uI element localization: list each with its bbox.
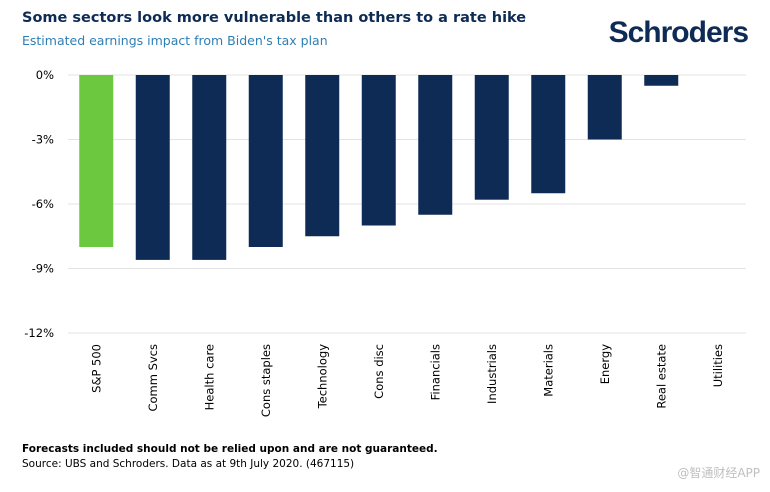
bar: [531, 75, 566, 194]
bar: [79, 75, 114, 247]
y-tick-label: -9%: [32, 262, 54, 276]
bar: [644, 75, 679, 86]
x-tick-label: Cons disc: [372, 344, 386, 399]
bar: [361, 75, 396, 226]
footnote: Forecasts included should not be relied …: [22, 443, 438, 455]
x-tick-label: Comm Svcs: [146, 344, 160, 412]
bar: [418, 75, 453, 215]
x-tick-label: Technology: [315, 344, 329, 410]
bar: [474, 75, 509, 200]
x-tick-label: Financials: [428, 344, 442, 400]
y-tick-label: -6%: [32, 197, 54, 211]
chart-title: Some sectors look more vulnerable than o…: [22, 10, 527, 26]
x-tick-label: Utilities: [711, 344, 725, 387]
source-note: Source: UBS and Schroders. Data as at 9t…: [22, 458, 355, 470]
x-tick-label: Materials: [541, 344, 555, 397]
x-tick-label: Energy: [598, 344, 612, 384]
x-tick-label: Cons staples: [259, 344, 273, 417]
y-tick-label: 0%: [36, 68, 54, 82]
x-tick-label: Health care: [202, 344, 216, 410]
x-tick-label: Real estate: [654, 344, 668, 409]
chart-subtitle: Estimated earnings impact from Biden's t…: [22, 33, 328, 48]
x-tick-label: S&P 500: [89, 344, 103, 393]
bar: [248, 75, 283, 247]
bar: [192, 75, 227, 260]
bar: [305, 75, 340, 237]
y-tick-label: -12%: [24, 326, 54, 340]
schroders-logo: Schroders: [608, 16, 749, 49]
bar: [135, 75, 170, 260]
watermark: @智通财经APP: [677, 466, 760, 480]
bar-chart: 0% -3% -6% -9% -12% S&P 500 Comm Svcs Health ca…: [24, 68, 746, 417]
bar: [587, 75, 622, 140]
x-tick-label: Industrials: [485, 344, 499, 404]
y-tick-label: -3%: [32, 133, 54, 147]
